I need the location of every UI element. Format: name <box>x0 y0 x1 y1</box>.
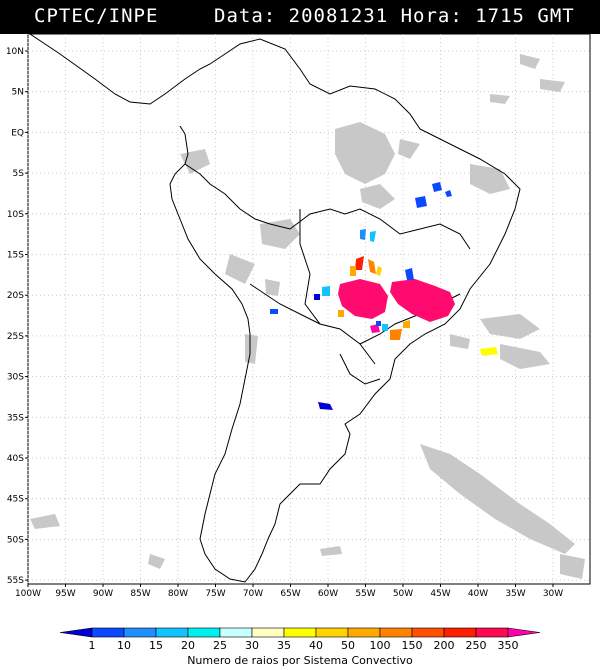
colorbar-cell <box>91 627 125 638</box>
lat-label: 45S <box>7 495 24 505</box>
colorbar-label: 50 <box>341 639 355 652</box>
datetime-title: Data: 20081231 Hora: 1715 GMT <box>214 5 575 27</box>
lightning-cluster-high <box>338 279 455 322</box>
colorbar-cell <box>283 627 317 638</box>
colorbar-caption: Numero de raios por Sistema Convectivo <box>187 654 413 667</box>
colorbar-label: 40 <box>309 639 323 652</box>
lat-label: 15S <box>7 251 24 261</box>
source-title: CPTEC/INPE <box>34 5 159 27</box>
colorbar-label: 350 <box>498 639 519 652</box>
lat-label: 5S <box>13 169 25 179</box>
colorbar: 1 10 15 20 25 30 35 40 50 100 150 200 250 350 <box>59 627 541 652</box>
colorbar-label: 30 <box>245 639 259 652</box>
lon-label: 60W <box>318 589 338 599</box>
colorbar-label: 35 <box>277 639 291 652</box>
lon-label: 100W <box>15 589 41 599</box>
colorbar-label: 25 <box>213 639 227 652</box>
colorbar-cell <box>443 627 477 638</box>
lat-label: 5N <box>12 88 24 98</box>
lat-label: EQ <box>11 128 24 138</box>
colorbar-label: 10 <box>117 639 131 652</box>
lat-label: 20S <box>7 291 24 301</box>
colorbar-cell <box>251 627 285 638</box>
colorbar-cell <box>379 627 413 638</box>
colorbar-cell <box>123 627 157 638</box>
lat-label: 40S <box>7 454 24 464</box>
colorbar-label: 20 <box>181 639 195 652</box>
colorbar-cell <box>347 627 381 638</box>
lon-label: 35W <box>505 589 525 599</box>
colorbar-label: 15 <box>149 639 163 652</box>
lightning-cells <box>270 182 498 410</box>
lon-label: 65W <box>280 589 300 599</box>
lat-label: 30S <box>7 373 24 383</box>
lat-label: 10S <box>7 210 24 220</box>
latitude-labels: 10N 5N EQ 5S 10S 15S 20S 25S 30S 35S 40S 45S 50S 55S <box>6 47 24 586</box>
lon-label: 75W <box>205 589 225 599</box>
lon-label: 45W <box>430 589 450 599</box>
lon-label: 95W <box>55 589 75 599</box>
colorbar-cell <box>507 627 541 638</box>
lat-label: 55S <box>7 576 24 586</box>
colorbar-label: 250 <box>466 639 487 652</box>
lon-label: 30W <box>543 589 563 599</box>
lon-label: 70W <box>243 589 263 599</box>
longitude-labels: 100W 95W 90W 85W 80W 75W 70W 65W 60W 55W 50W 45W 40W… <box>15 589 563 599</box>
lat-label: 35S <box>7 413 24 423</box>
colorbar-cell <box>155 627 189 638</box>
lat-label: 25S <box>7 332 24 342</box>
colorbar-label: 1 <box>89 639 96 652</box>
header-bar: CPTEC/INPE Data: 20081231 Hora: 1715 GMT <box>0 0 600 34</box>
colorbar-label: 150 <box>402 639 423 652</box>
colorbar-cell <box>59 627 93 638</box>
colorbar-cell <box>219 627 253 638</box>
lon-label: 40W <box>468 589 488 599</box>
lat-label: 50S <box>7 535 24 545</box>
lat-label: 10N <box>6 47 24 57</box>
colorbar-label: 100 <box>370 639 391 652</box>
cloud-cover <box>30 54 585 579</box>
lon-label: 85W <box>130 589 150 599</box>
colorbar-cell <box>411 627 445 638</box>
lon-label: 50W <box>393 589 413 599</box>
colorbar-cell <box>315 627 349 638</box>
colorbar-cell <box>187 627 221 638</box>
colorbar-label: 200 <box>434 639 455 652</box>
lon-label: 80W <box>168 589 188 599</box>
colorbar-cell <box>475 627 509 638</box>
lon-label: 90W <box>93 589 113 599</box>
lon-label: 55W <box>355 589 375 599</box>
lightning-map: 10N5NEQ5S10S15S20S25S30S35S40S45S50S55S … <box>6 34 591 599</box>
